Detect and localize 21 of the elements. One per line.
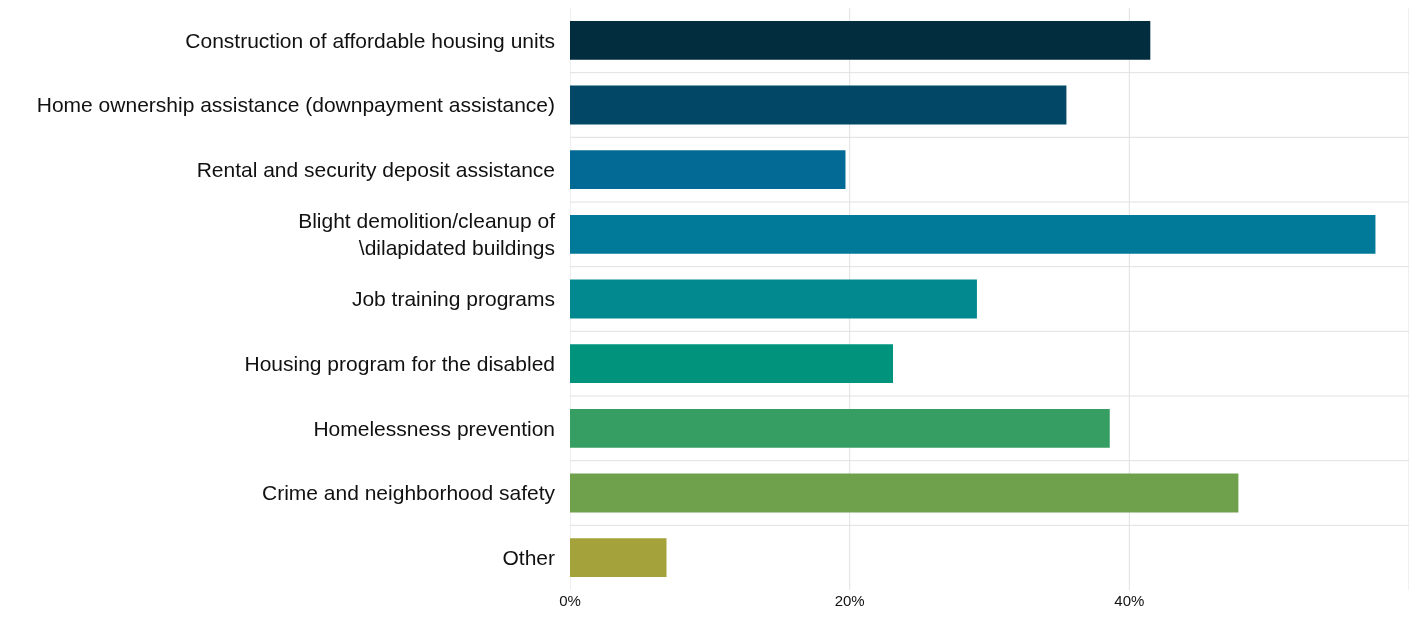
y-tick-label: Rental and security deposit assistance xyxy=(196,158,555,182)
bar xyxy=(570,279,977,319)
x-tick-label: 40% xyxy=(1114,592,1145,609)
y-tick-label: Other xyxy=(502,546,555,570)
bar xyxy=(570,214,1376,254)
y-tick-label: Home ownership assistance (downpayment assistance) xyxy=(36,93,555,117)
y-tick-label: Housing program for the disabled xyxy=(244,352,555,376)
bar xyxy=(570,85,1067,125)
y-tick-label: Homelessness prevention xyxy=(313,416,555,440)
bar xyxy=(570,20,1151,60)
bar xyxy=(570,473,1239,513)
bar xyxy=(570,344,894,384)
y-tick-label: Job training programs xyxy=(351,287,555,311)
y-tick-label: Blight demolition/cleanup of \dilapidated buildings xyxy=(298,209,556,260)
bar xyxy=(570,538,667,578)
x-tick-label: 20% xyxy=(834,592,865,609)
x-tick-label: 0% xyxy=(559,592,581,609)
y-tick-label: Crime and neighborhood safety xyxy=(261,481,556,505)
bar xyxy=(570,150,846,190)
bar xyxy=(570,408,1110,448)
y-tick-label: Construction of affordable housing units xyxy=(185,28,555,52)
